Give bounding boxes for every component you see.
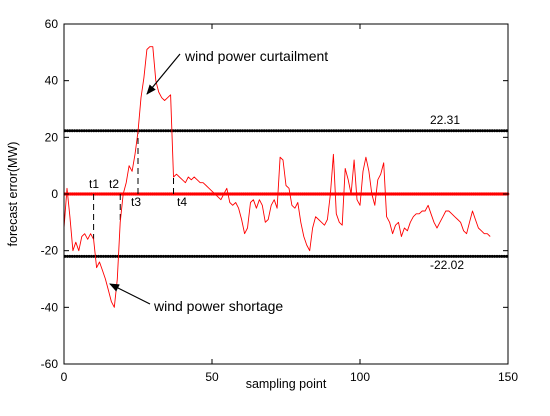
marker-label-t4: t4 xyxy=(177,195,187,209)
marker-label-t1: t1 xyxy=(89,177,99,191)
marker-label-t2: t2 xyxy=(109,177,119,191)
y-tick-label: -40 xyxy=(41,300,59,314)
x-tick-label: 100 xyxy=(350,370,370,384)
axis-ticks xyxy=(63,23,509,365)
annotation-curtailment-arrow xyxy=(146,53,181,95)
marker-label-t3: t3 xyxy=(131,195,141,209)
reference-line-2 xyxy=(63,254,509,258)
annotation-shortage: wind power shortage xyxy=(153,298,283,314)
vertical-markers xyxy=(93,131,175,240)
x-tick-label: 50 xyxy=(205,370,219,384)
annotation-curtailment: wind power curtailment xyxy=(184,48,328,64)
annotation-shortage-arrow xyxy=(109,283,151,305)
y-tick-label: 20 xyxy=(45,130,59,144)
ref-label-upper: 22.31 xyxy=(430,113,460,127)
y-tick-label: 40 xyxy=(45,74,59,88)
y-tick-label: -60 xyxy=(41,357,59,371)
x-tick-label: 0 xyxy=(61,370,68,384)
reference-line-0 xyxy=(63,129,509,133)
x-tick-label: 150 xyxy=(498,370,518,384)
y-tick-label: 60 xyxy=(45,17,59,31)
axis-tick-labels: 0 50 100 150 -60 -40 -20 0 20 40 60 xyxy=(41,17,519,384)
y-axis-label: forecast error(MW) xyxy=(6,142,20,247)
y-tick-label: -20 xyxy=(41,244,59,258)
x-axis-label: sampling point xyxy=(246,377,327,391)
series-layer xyxy=(64,46,491,308)
y-tick-label: 0 xyxy=(51,187,58,201)
ref-label-lower: -22.02 xyxy=(430,258,464,272)
series-line-0 xyxy=(64,46,491,308)
